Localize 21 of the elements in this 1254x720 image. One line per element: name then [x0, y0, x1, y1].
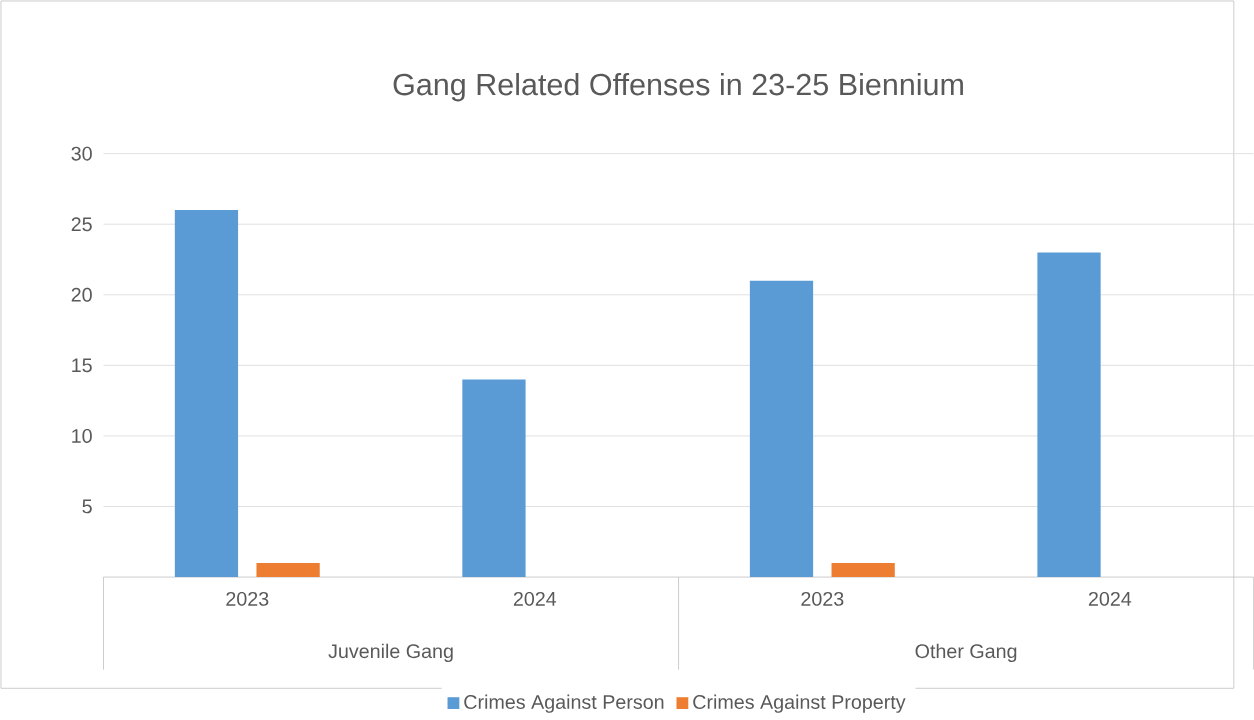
y-tick-label: 10: [72, 429, 92, 444]
y-tick-label: 30: [71, 146, 92, 161]
y-tick-label: 15: [72, 358, 92, 373]
bar: [1037, 252, 1101, 578]
x-tick-label: 2023: [801, 592, 844, 607]
bar: [462, 379, 526, 578]
text: Other Gang: [915, 643, 1017, 663]
x-tick-label: 2023: [226, 592, 269, 607]
bar: [749, 280, 814, 578]
legend-label: Crimes Against Property: [693, 694, 906, 714]
legend-label: Crimes Against Person: [464, 694, 664, 714]
bar: [831, 563, 895, 578]
chart-title: Gang Related Offenses in 23-25 Biennium: [393, 73, 963, 102]
y-tick-label: 20: [71, 288, 92, 302]
x-tick-label: 2024: [1088, 592, 1132, 607]
bar: [256, 563, 320, 578]
y-tick-label: 25: [71, 217, 92, 232]
bar: [174, 210, 239, 578]
text: Juvenile Gang: [328, 643, 453, 663]
y-tick-label: 5: [82, 499, 92, 514]
x-tick-label: 2024: [513, 592, 557, 607]
